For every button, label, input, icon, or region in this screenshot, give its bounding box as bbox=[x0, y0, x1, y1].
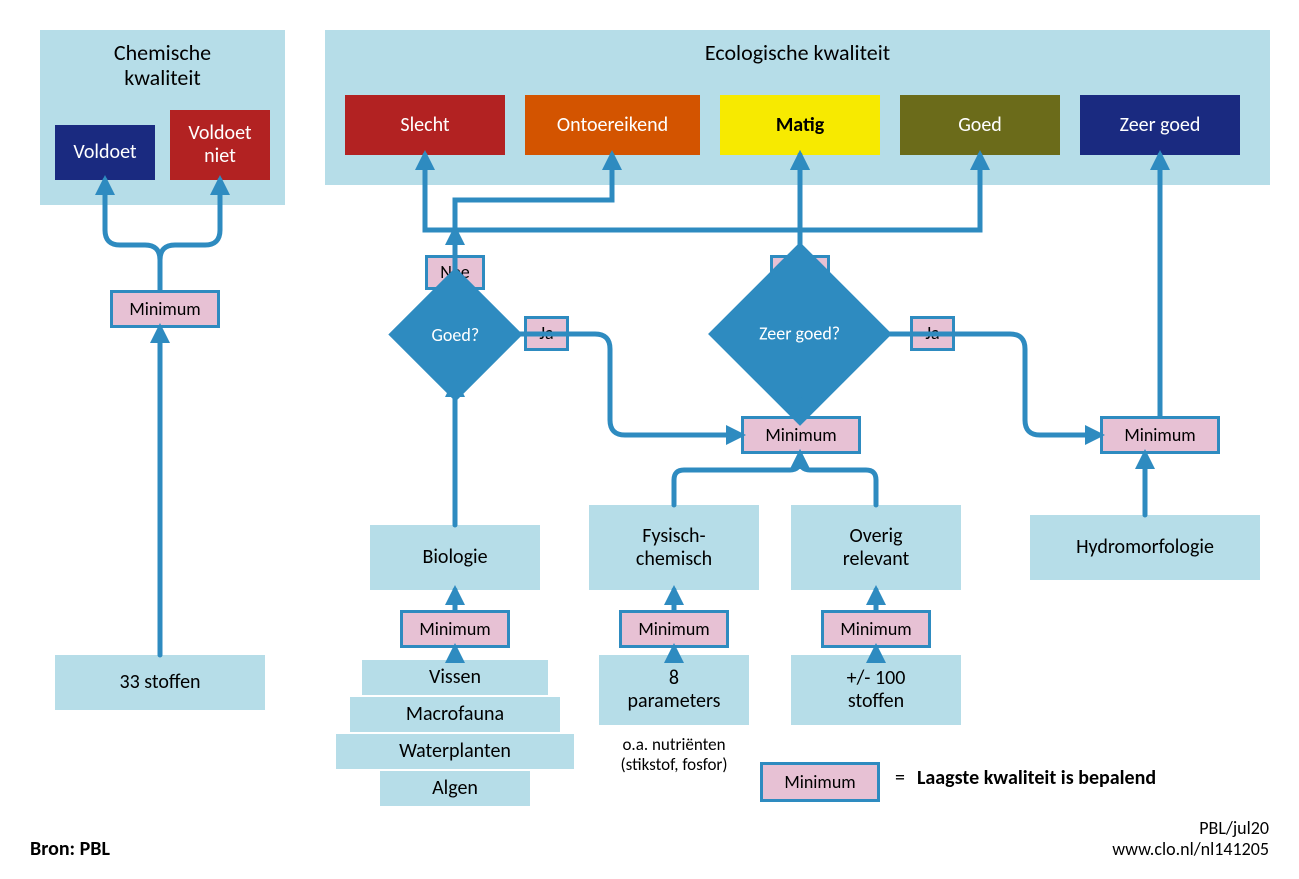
node-waterplanten: Waterplanten bbox=[336, 734, 574, 769]
status-goed: Goed bbox=[900, 95, 1060, 155]
footer-pbl: PBL/jul20 bbox=[1199, 817, 1269, 839]
diamond-goed: Goed? bbox=[388, 267, 522, 401]
node-hydro: Hydromorfologie bbox=[1030, 515, 1260, 580]
footer-right: PBL/jul20www.clo.nl/nl141205 bbox=[1112, 818, 1269, 861]
node-stoffen33: 33 stoffen bbox=[55, 655, 265, 710]
tag-legend_min: Minimum bbox=[760, 762, 880, 802]
status-zeergoed: Zeer goed bbox=[1080, 95, 1240, 155]
tag-goed_ja: Ja bbox=[524, 316, 569, 351]
node-overig: Overig relevant bbox=[791, 505, 961, 590]
legend-row: = Laagste kwaliteit is bepalend bbox=[895, 766, 1156, 790]
tag-hydro_min: Minimum bbox=[1100, 416, 1220, 454]
node-fysisch: Fysisch- chemisch bbox=[589, 505, 759, 590]
tag-zeer_ja: Ja bbox=[910, 316, 955, 351]
diamond-label-zeer: Zeer goed? bbox=[759, 323, 840, 345]
status-ontoereikend: Ontoereikend bbox=[525, 95, 700, 155]
node-params8: 8 parameters bbox=[599, 655, 749, 725]
node-nutrienten: o.a. nutriënten (stikstof, fosfor) bbox=[576, 727, 772, 782]
status-voldoet_niet: Voldoet niet bbox=[170, 110, 270, 180]
tag-chem_min: Minimum bbox=[110, 290, 220, 328]
status-slecht: Slecht bbox=[345, 95, 505, 155]
status-voldoet: Voldoet bbox=[55, 125, 155, 180]
node-algen: Algen bbox=[380, 771, 530, 806]
diamond-zeer: Zeer goed? bbox=[708, 242, 892, 426]
node-stoffen100: +/- 100 stoffen bbox=[791, 655, 961, 725]
tag-bio_min: Minimum bbox=[400, 610, 510, 648]
arrow-zeer-ja-right bbox=[865, 334, 1100, 435]
node-vissen: Vissen bbox=[362, 660, 548, 695]
footer-url: www.clo.nl/nl141205 bbox=[1112, 838, 1269, 860]
tag-over_min: Minimum bbox=[821, 610, 931, 648]
legend-text: Laagste kwaliteit is bepalend bbox=[917, 766, 1156, 790]
arrow-fys-to-cmin bbox=[674, 454, 800, 505]
node-biologie: Biologie bbox=[370, 525, 540, 590]
legend-equals: = bbox=[895, 766, 905, 790]
node-macrofauna: Macrofauna bbox=[350, 697, 560, 732]
tag-fys_min: Minimum bbox=[619, 610, 729, 648]
diamond-label-goed: Goed? bbox=[431, 323, 479, 345]
arrow-over-to-cmin bbox=[800, 454, 876, 505]
status-matig: Matig bbox=[720, 95, 880, 155]
footer-source: Bron: PBL bbox=[30, 837, 110, 861]
